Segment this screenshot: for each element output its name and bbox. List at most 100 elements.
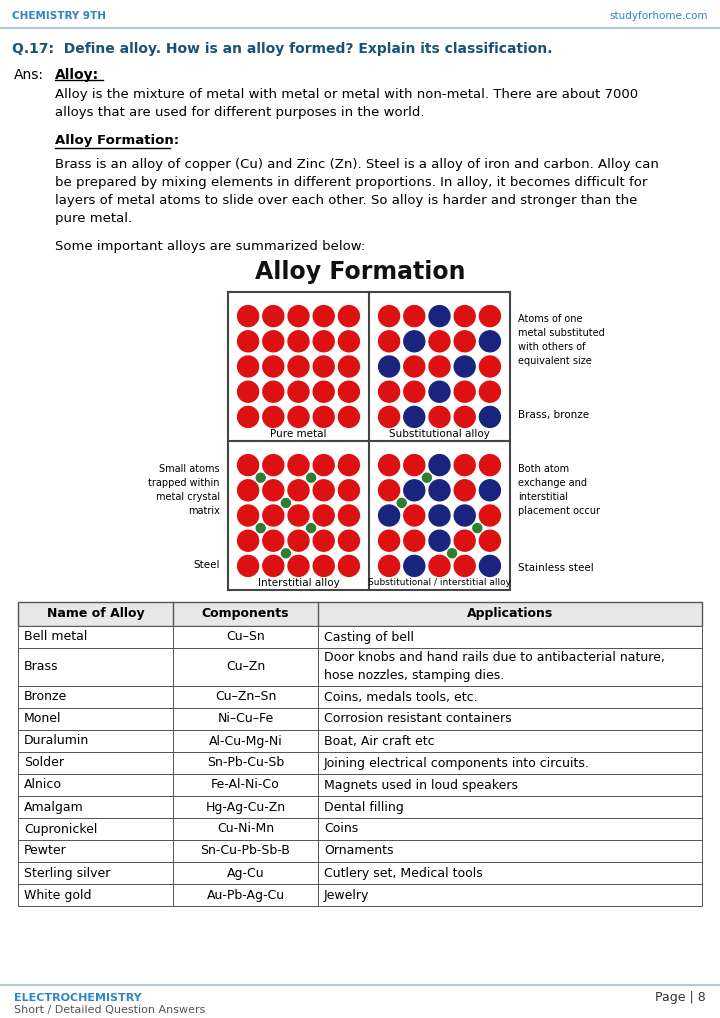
- Circle shape: [288, 530, 309, 551]
- Text: Pewter: Pewter: [24, 845, 67, 857]
- Circle shape: [480, 479, 500, 501]
- Circle shape: [263, 356, 284, 377]
- Text: Ans:: Ans:: [14, 68, 44, 82]
- Circle shape: [288, 406, 309, 428]
- Circle shape: [379, 331, 400, 352]
- Text: Ni–Cu–Fe: Ni–Cu–Fe: [217, 713, 274, 726]
- Bar: [18, 796, 702, 818]
- Circle shape: [338, 530, 359, 551]
- Text: Some important alloys are summarized below:: Some important alloys are summarized bel…: [55, 240, 365, 253]
- Circle shape: [379, 381, 400, 402]
- Text: Page | 8: Page | 8: [655, 991, 706, 1004]
- Circle shape: [379, 455, 400, 475]
- Text: Q.17:  Define alloy. How is an alloy formed? Explain its classification.: Q.17: Define alloy. How is an alloy form…: [12, 42, 552, 56]
- Circle shape: [480, 356, 500, 377]
- Text: Cu–Sn: Cu–Sn: [226, 630, 265, 643]
- Circle shape: [313, 331, 334, 352]
- Text: Interstitial alloy: Interstitial alloy: [258, 578, 339, 588]
- Circle shape: [313, 406, 334, 428]
- Circle shape: [404, 381, 425, 402]
- Circle shape: [480, 556, 500, 576]
- Bar: [18, 602, 702, 626]
- Circle shape: [454, 305, 475, 327]
- Circle shape: [379, 305, 400, 327]
- Circle shape: [454, 479, 475, 501]
- Circle shape: [263, 406, 284, 428]
- Text: Short / Detailed Question Answers: Short / Detailed Question Answers: [14, 1005, 205, 1015]
- Circle shape: [313, 455, 334, 475]
- Text: Alnico: Alnico: [24, 779, 62, 792]
- Circle shape: [473, 523, 482, 532]
- Circle shape: [238, 530, 258, 551]
- Circle shape: [379, 406, 400, 428]
- Circle shape: [307, 473, 315, 483]
- Text: Ornaments: Ornaments: [324, 845, 394, 857]
- Text: Brass, bronze: Brass, bronze: [518, 410, 589, 420]
- Circle shape: [338, 455, 359, 475]
- Text: Cu–Zn: Cu–Zn: [226, 661, 265, 674]
- Circle shape: [263, 331, 284, 352]
- Text: Jewelry: Jewelry: [324, 889, 369, 902]
- Text: Casting of bell: Casting of bell: [324, 630, 414, 643]
- Circle shape: [397, 499, 406, 507]
- Circle shape: [288, 505, 309, 526]
- Text: Bronze: Bronze: [24, 690, 67, 703]
- Circle shape: [338, 505, 359, 526]
- Text: Components: Components: [202, 608, 289, 621]
- Circle shape: [454, 356, 475, 377]
- Text: Au-Pb-Ag-Cu: Au-Pb-Ag-Cu: [207, 889, 284, 902]
- Text: Alloy Formation:: Alloy Formation:: [55, 134, 179, 147]
- Circle shape: [454, 381, 475, 402]
- Circle shape: [256, 473, 265, 483]
- Bar: [18, 884, 702, 906]
- Circle shape: [288, 455, 309, 475]
- Text: CHEMISTRY 9TH: CHEMISTRY 9TH: [12, 11, 106, 21]
- Circle shape: [288, 356, 309, 377]
- Circle shape: [238, 406, 258, 428]
- Text: Coins: Coins: [324, 823, 359, 836]
- Circle shape: [429, 455, 450, 475]
- Circle shape: [429, 479, 450, 501]
- Text: Sn-Pb-Cu-Sb: Sn-Pb-Cu-Sb: [207, 756, 284, 770]
- Circle shape: [256, 523, 265, 532]
- Text: layers of metal atoms to slide over each other. So alloy is harder and stronger : layers of metal atoms to slide over each…: [55, 194, 637, 207]
- Bar: [18, 686, 702, 708]
- Circle shape: [379, 530, 400, 551]
- Text: Fe-Al-Ni-Co: Fe-Al-Ni-Co: [211, 779, 280, 792]
- Circle shape: [238, 455, 258, 475]
- Circle shape: [454, 406, 475, 428]
- Circle shape: [448, 549, 456, 558]
- Text: Substitutional / interstitial alloy: Substitutional / interstitial alloy: [368, 578, 511, 587]
- Circle shape: [263, 305, 284, 327]
- Circle shape: [338, 479, 359, 501]
- Circle shape: [338, 556, 359, 576]
- Circle shape: [480, 331, 500, 352]
- Circle shape: [238, 479, 258, 501]
- Text: ELECTROCHEMISTRY: ELECTROCHEMISTRY: [14, 993, 142, 1003]
- Circle shape: [404, 331, 425, 352]
- Circle shape: [454, 530, 475, 551]
- Text: White gold: White gold: [24, 889, 91, 902]
- Circle shape: [338, 381, 359, 402]
- Circle shape: [263, 505, 284, 526]
- Circle shape: [429, 356, 450, 377]
- Circle shape: [429, 406, 450, 428]
- Circle shape: [338, 305, 359, 327]
- Bar: [18, 818, 702, 840]
- Circle shape: [379, 505, 400, 526]
- Bar: [18, 626, 702, 648]
- Text: Stainless steel: Stainless steel: [518, 563, 594, 573]
- Circle shape: [282, 549, 290, 558]
- Text: Alloy Formation: Alloy Formation: [255, 260, 465, 284]
- Text: Ag-Cu: Ag-Cu: [227, 866, 264, 880]
- Circle shape: [379, 356, 400, 377]
- Circle shape: [429, 381, 450, 402]
- Text: Hg-Ag-Cu-Zn: Hg-Ag-Cu-Zn: [205, 800, 286, 813]
- Circle shape: [429, 305, 450, 327]
- Text: Applications: Applications: [467, 608, 553, 621]
- Text: pure metal.: pure metal.: [55, 212, 132, 225]
- Text: be prepared by mixing elements in different proportions. In alloy, it becomes di: be prepared by mixing elements in differ…: [55, 176, 647, 189]
- Circle shape: [429, 331, 450, 352]
- Circle shape: [454, 505, 475, 526]
- Circle shape: [238, 356, 258, 377]
